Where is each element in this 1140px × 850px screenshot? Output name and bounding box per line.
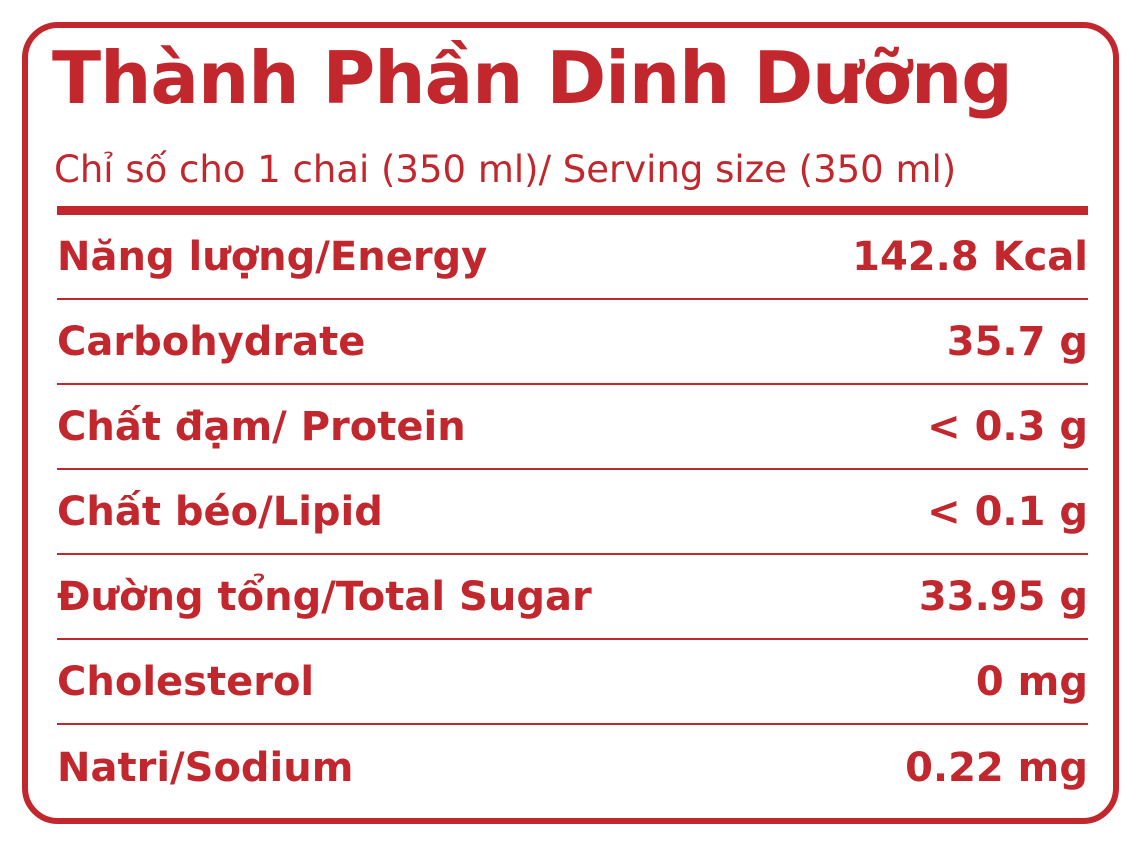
nutrient-row: Chất đạm/ Protein < 0.3 g <box>57 385 1088 470</box>
nutrient-row: Carbohydrate 35.7 g <box>57 300 1088 385</box>
subtitle: Chỉ số cho 1 chai (350 ml)/ Serving size… <box>54 148 957 191</box>
title: Thành Phần Dinh Dưỡng <box>52 36 1013 120</box>
nutrient-amount: 142.8 Kcal <box>852 233 1088 280</box>
nutrient-amount: 35.7 g <box>946 318 1088 365</box>
nutrient-amount: < 0.3 g <box>927 403 1088 450</box>
nutrient-name: Natri/Sodium <box>57 744 354 791</box>
nutrient-name: Đường tổng/Total Sugar <box>57 573 592 620</box>
nutrient-row: Chất béo/Lipid < 0.1 g <box>57 470 1088 555</box>
nutrient-name: Cholesterol <box>57 658 315 705</box>
nutrient-row: Năng lượng/Energy 142.8 Kcal <box>57 215 1088 300</box>
nutrient-amount: 33.95 g <box>918 573 1088 620</box>
nutrient-row: Natri/Sodium 0.22 mg <box>57 725 1088 810</box>
nutrient-amount: 0 mg <box>975 658 1088 705</box>
nutrient-name: Carbohydrate <box>57 318 366 365</box>
header-rule <box>57 206 1088 215</box>
label-frame <box>22 22 1119 824</box>
nutrient-name: Chất béo/Lipid <box>57 488 383 535</box>
nutrient-row: Đường tổng/Total Sugar 33.95 g <box>57 555 1088 640</box>
nutrient-amount: < 0.1 g <box>927 488 1088 535</box>
nutrient-name: Chất đạm/ Protein <box>57 403 466 450</box>
nutrient-row: Cholesterol 0 mg <box>57 640 1088 725</box>
nutrient-amount: 0.22 mg <box>905 744 1088 791</box>
nutrient-name: Năng lượng/Energy <box>57 233 488 280</box>
